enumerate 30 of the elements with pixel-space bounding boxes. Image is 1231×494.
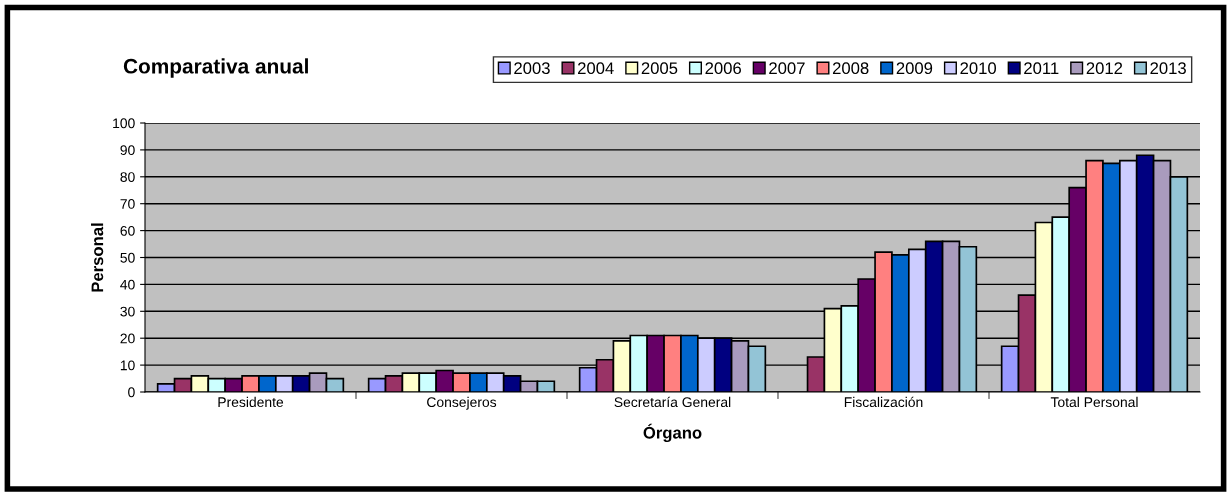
- chart-title: Comparativa anual: [123, 58, 308, 78]
- legend-label: 2011: [1024, 62, 1059, 75]
- legend-label: 2008: [832, 62, 869, 75]
- x-axis-title: Órgano: [643, 423, 702, 442]
- y-tick-label: 100: [113, 118, 135, 129]
- y-tick-label: 60: [120, 225, 135, 236]
- y-tick-label: 70: [120, 199, 135, 209]
- y-tick-label: 20: [120, 333, 135, 344]
- legend-label: 2004: [578, 62, 614, 75]
- y-tick-label: 0: [128, 387, 135, 398]
- x-tick-label: Consejeros: [427, 396, 497, 410]
- y-tick-label: 90: [120, 145, 135, 156]
- y-axis-title: Personal: [91, 223, 104, 292]
- legend-label: 2003: [514, 62, 550, 75]
- x-tick-label: Fiscalización: [844, 396, 923, 408]
- legend-label: 2009: [896, 62, 933, 75]
- y-tick-label: 10: [120, 360, 135, 371]
- legend-label: 2012: [1086, 62, 1123, 75]
- y-tick-label: 50: [120, 252, 135, 263]
- legend-label: 2010: [960, 62, 997, 75]
- x-tick-label: Total Personal: [1050, 396, 1138, 408]
- x-tick-label: Secretaría General: [614, 396, 731, 408]
- legend-label: 2007: [769, 62, 805, 75]
- y-tick-label: 40: [120, 279, 135, 290]
- x-tick-label: Presidente: [218, 396, 284, 408]
- legend-label: 2013: [1150, 62, 1186, 75]
- legend-label: 2006: [705, 62, 741, 75]
- y-tick-label: 80: [120, 172, 135, 182]
- legend-label: 2005: [641, 62, 678, 75]
- y-tick-label: 30: [120, 306, 135, 317]
